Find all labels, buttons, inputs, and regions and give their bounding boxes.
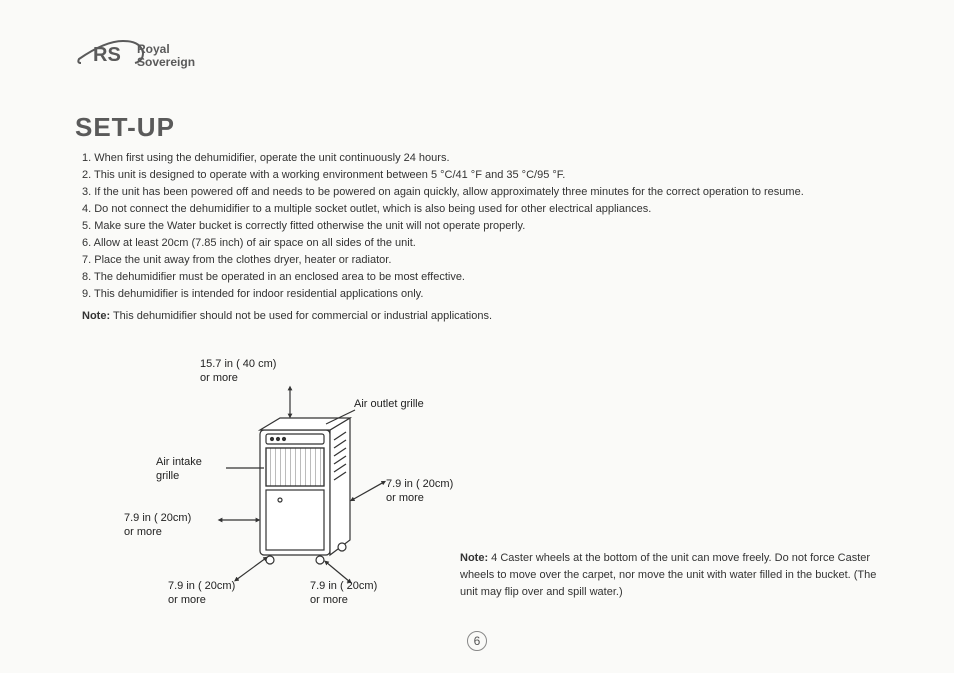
section-title: SET-UP [75, 112, 175, 143]
note-text: This dehumidifier should not be used for… [110, 310, 492, 322]
label-top-clearance: 15.7 in ( 40 cm) or more [200, 358, 276, 386]
note-text: 4 Caster wheels at the bottom of the uni… [460, 552, 876, 598]
note-label: Note: [460, 552, 488, 564]
brand-line1: Royal [137, 42, 170, 56]
page-number-value: 6 [467, 631, 487, 651]
label-left-clearance: 7.9 in ( 20cm) or more [124, 512, 191, 540]
instruction-item: 4. Do not connect the dehumidifier to a … [82, 201, 884, 218]
svg-text:RS: RS [93, 44, 121, 66]
instruction-item: 3. If the unit has been powered off and … [82, 184, 884, 201]
label-air-outlet: Air outlet grille [354, 398, 424, 412]
instruction-item: 7. Place the unit away from the clothes … [82, 252, 884, 269]
note-casters: Note: 4 Caster wheels at the bottom of t… [460, 550, 884, 601]
label-front-right: 7.9 in ( 20cm) or more [310, 580, 377, 608]
note-label: Note: [82, 310, 110, 322]
label-front-left: 7.9 in ( 20cm) or more [168, 580, 235, 608]
label-right-clearance: 7.9 in ( 20cm) or more [386, 478, 453, 506]
instruction-item: 9. This dehumidifier is intended for ind… [82, 286, 884, 303]
instruction-item: 2. This unit is designed to operate with… [82, 167, 884, 184]
note-commercial: Note: This dehumidifier should not be us… [82, 310, 492, 322]
label-air-intake: Air intake grille [156, 456, 202, 484]
brand-line2: Sovereign [137, 55, 195, 69]
page-number: 6 [0, 631, 954, 651]
instruction-item: 5. Make sure the Water bucket is correct… [82, 218, 884, 235]
setup-instructions: 1. When first using the dehumidifier, op… [82, 150, 884, 303]
document-page: RS Royal Sovereign SET-UP 1. When first … [0, 0, 954, 673]
instruction-item: 8. The dehumidifier must be operated in … [82, 269, 884, 286]
clearance-diagram: 15.7 in ( 40 cm) or more Air outlet gril… [150, 340, 450, 610]
brand-logo: RS Royal Sovereign [75, 35, 235, 75]
instruction-item: 1. When first using the dehumidifier, op… [82, 150, 884, 167]
instruction-item: 6. Allow at least 20cm (7.85 inch) of ai… [82, 235, 884, 252]
